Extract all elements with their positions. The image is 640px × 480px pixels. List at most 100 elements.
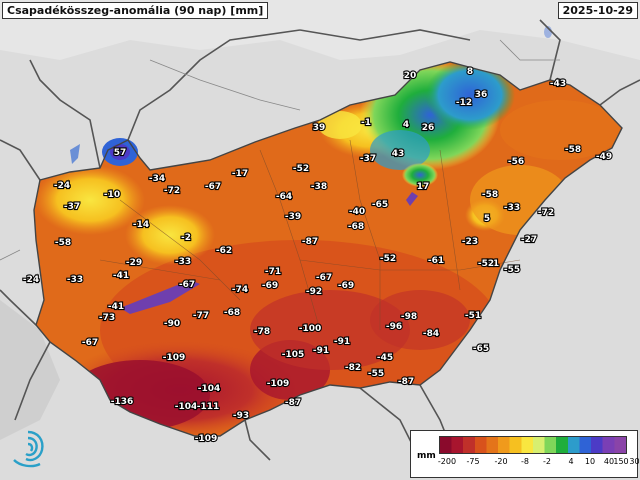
station-value-label: -87 (302, 237, 318, 247)
station-value-label: -17 (232, 169, 248, 179)
station-value-label: -33 (67, 275, 83, 285)
station-value-label: -52 (478, 259, 494, 269)
station-value-label: -82 (345, 363, 361, 373)
station-value-label: -1 (361, 118, 371, 128)
station-value-label: 8 (467, 67, 473, 77)
station-value-label: -69 (262, 281, 278, 291)
station-value-label: 43 (392, 149, 405, 159)
station-value-label: 57 (114, 148, 127, 158)
station-value-label: -109 (163, 353, 186, 363)
station-value-label: -91 (334, 337, 350, 347)
station-value-label: -104 (198, 384, 221, 394)
station-value-label: -41 (113, 271, 129, 281)
swirl-logo-icon (13, 430, 44, 468)
legend-tick: -8 (521, 457, 529, 466)
station-value-label: -62 (216, 246, 232, 256)
station-value-label: -55 (504, 265, 520, 275)
station-value-label: -51 (483, 259, 499, 269)
county-borders (99, 139, 521, 331)
legend-tick: 300 (629, 457, 640, 466)
station-value-label: 4 (403, 120, 409, 130)
station-value-label: -10 (104, 190, 120, 200)
station-value-label: -109 (195, 434, 218, 444)
station-value-label: -41 (108, 302, 124, 312)
station-value-label: -65 (473, 344, 489, 354)
legend-tick: 150 (613, 457, 629, 466)
station-value-label: -68 (224, 308, 240, 318)
station-value-label: -34 (149, 174, 165, 184)
station-value-label: 17 (417, 182, 430, 192)
station-value-label: -111 (197, 402, 220, 412)
station-value-label: -67 (82, 338, 98, 348)
station-value-label: 39 (313, 123, 326, 133)
station-value-label: -12 (456, 98, 472, 108)
station-value-label: -55 (368, 369, 384, 379)
station-value-label: -23 (462, 237, 478, 247)
lake-balaton (120, 280, 200, 314)
station-value-label: 36 (475, 90, 488, 100)
station-value-label: -100 (299, 324, 322, 334)
station-value-label: -37 (64, 202, 80, 212)
station-value-label: -58 (55, 238, 71, 248)
station-value-label: 26 (422, 123, 435, 133)
station-value-label: -51 (465, 311, 481, 321)
station-value-label: -69 (338, 281, 354, 291)
station-value-label: -87 (285, 398, 301, 408)
station-value-label: -37 (360, 154, 376, 164)
station-value-label: -33 (175, 257, 191, 267)
station-value-label: -93 (233, 411, 249, 421)
station-value-label: -45 (377, 353, 393, 363)
terrain-shade-southwest (0, 300, 60, 440)
station-value-label: -24 (54, 181, 70, 191)
station-value-label: -73 (99, 313, 115, 323)
legend-tick: 40 (603, 457, 615, 466)
station-value-label: -105 (282, 350, 305, 360)
station-value-label: -87 (398, 377, 414, 387)
station-value-label: -91 (313, 346, 329, 356)
station-value-label: -29 (126, 258, 142, 268)
station-value-label: -24 (23, 275, 39, 285)
legend-unit: mm (417, 451, 436, 461)
station-value-label: -14 (133, 220, 149, 230)
station-value-label: -67 (179, 280, 195, 290)
station-value-label: -65 (372, 200, 388, 210)
legend-tick: -200 (437, 457, 457, 466)
legend-colorbar (439, 436, 627, 454)
hungary-border (33, 61, 623, 437)
station-value-label: -52 (293, 164, 309, 174)
legend-tick: 10 (584, 457, 596, 466)
station-value-label: -98 (401, 312, 417, 322)
station-value-label: -43 (550, 79, 566, 89)
station-value-label: -96 (386, 322, 402, 332)
map-date: 2025-10-29 (557, 2, 638, 19)
station-value-label: -39 (285, 212, 301, 222)
station-value-label: -109 (267, 379, 290, 389)
station-value-label: -56 (508, 157, 524, 167)
station-value-label: -52 (380, 254, 396, 264)
legend-tick: -20 (494, 457, 508, 466)
station-value-label: -77 (193, 311, 209, 321)
legend-tick: 4 (568, 457, 574, 466)
station-value-label: -136 (111, 397, 134, 407)
station-value-label: -58 (482, 190, 498, 200)
station-value-label: -74 (232, 285, 248, 295)
station-value-label: -71 (265, 267, 281, 277)
legend-tick: -2 (543, 457, 551, 466)
station-value-label: -92 (306, 287, 322, 297)
station-value-label: -90 (164, 319, 180, 329)
station-value-label: -78 (254, 327, 270, 337)
legend-tick: -75 (466, 457, 480, 466)
station-value-label: -40 (349, 207, 365, 217)
station-value-label: -49 (596, 152, 612, 162)
station-value-label: -67 (205, 182, 221, 192)
station-value-label: -104 (175, 402, 198, 412)
country-borders (0, 19, 640, 471)
station-value-label: -64 (276, 192, 292, 202)
station-value-label: -61 (428, 256, 444, 266)
station-value-label: -72 (164, 186, 180, 196)
map-title: Csapadékösszeg-anomália (90 nap) [mm] (2, 2, 269, 19)
color-legend: mm -200 -75 -20 -8 -2 4 10 40150300 (410, 430, 640, 478)
station-labels: 57 -24 -37 -10 -34 -72 -67 -17 -52 39 -1 -37 4 26 43 20… (22, 66, 613, 445)
station-value-label: 20 (404, 71, 417, 81)
